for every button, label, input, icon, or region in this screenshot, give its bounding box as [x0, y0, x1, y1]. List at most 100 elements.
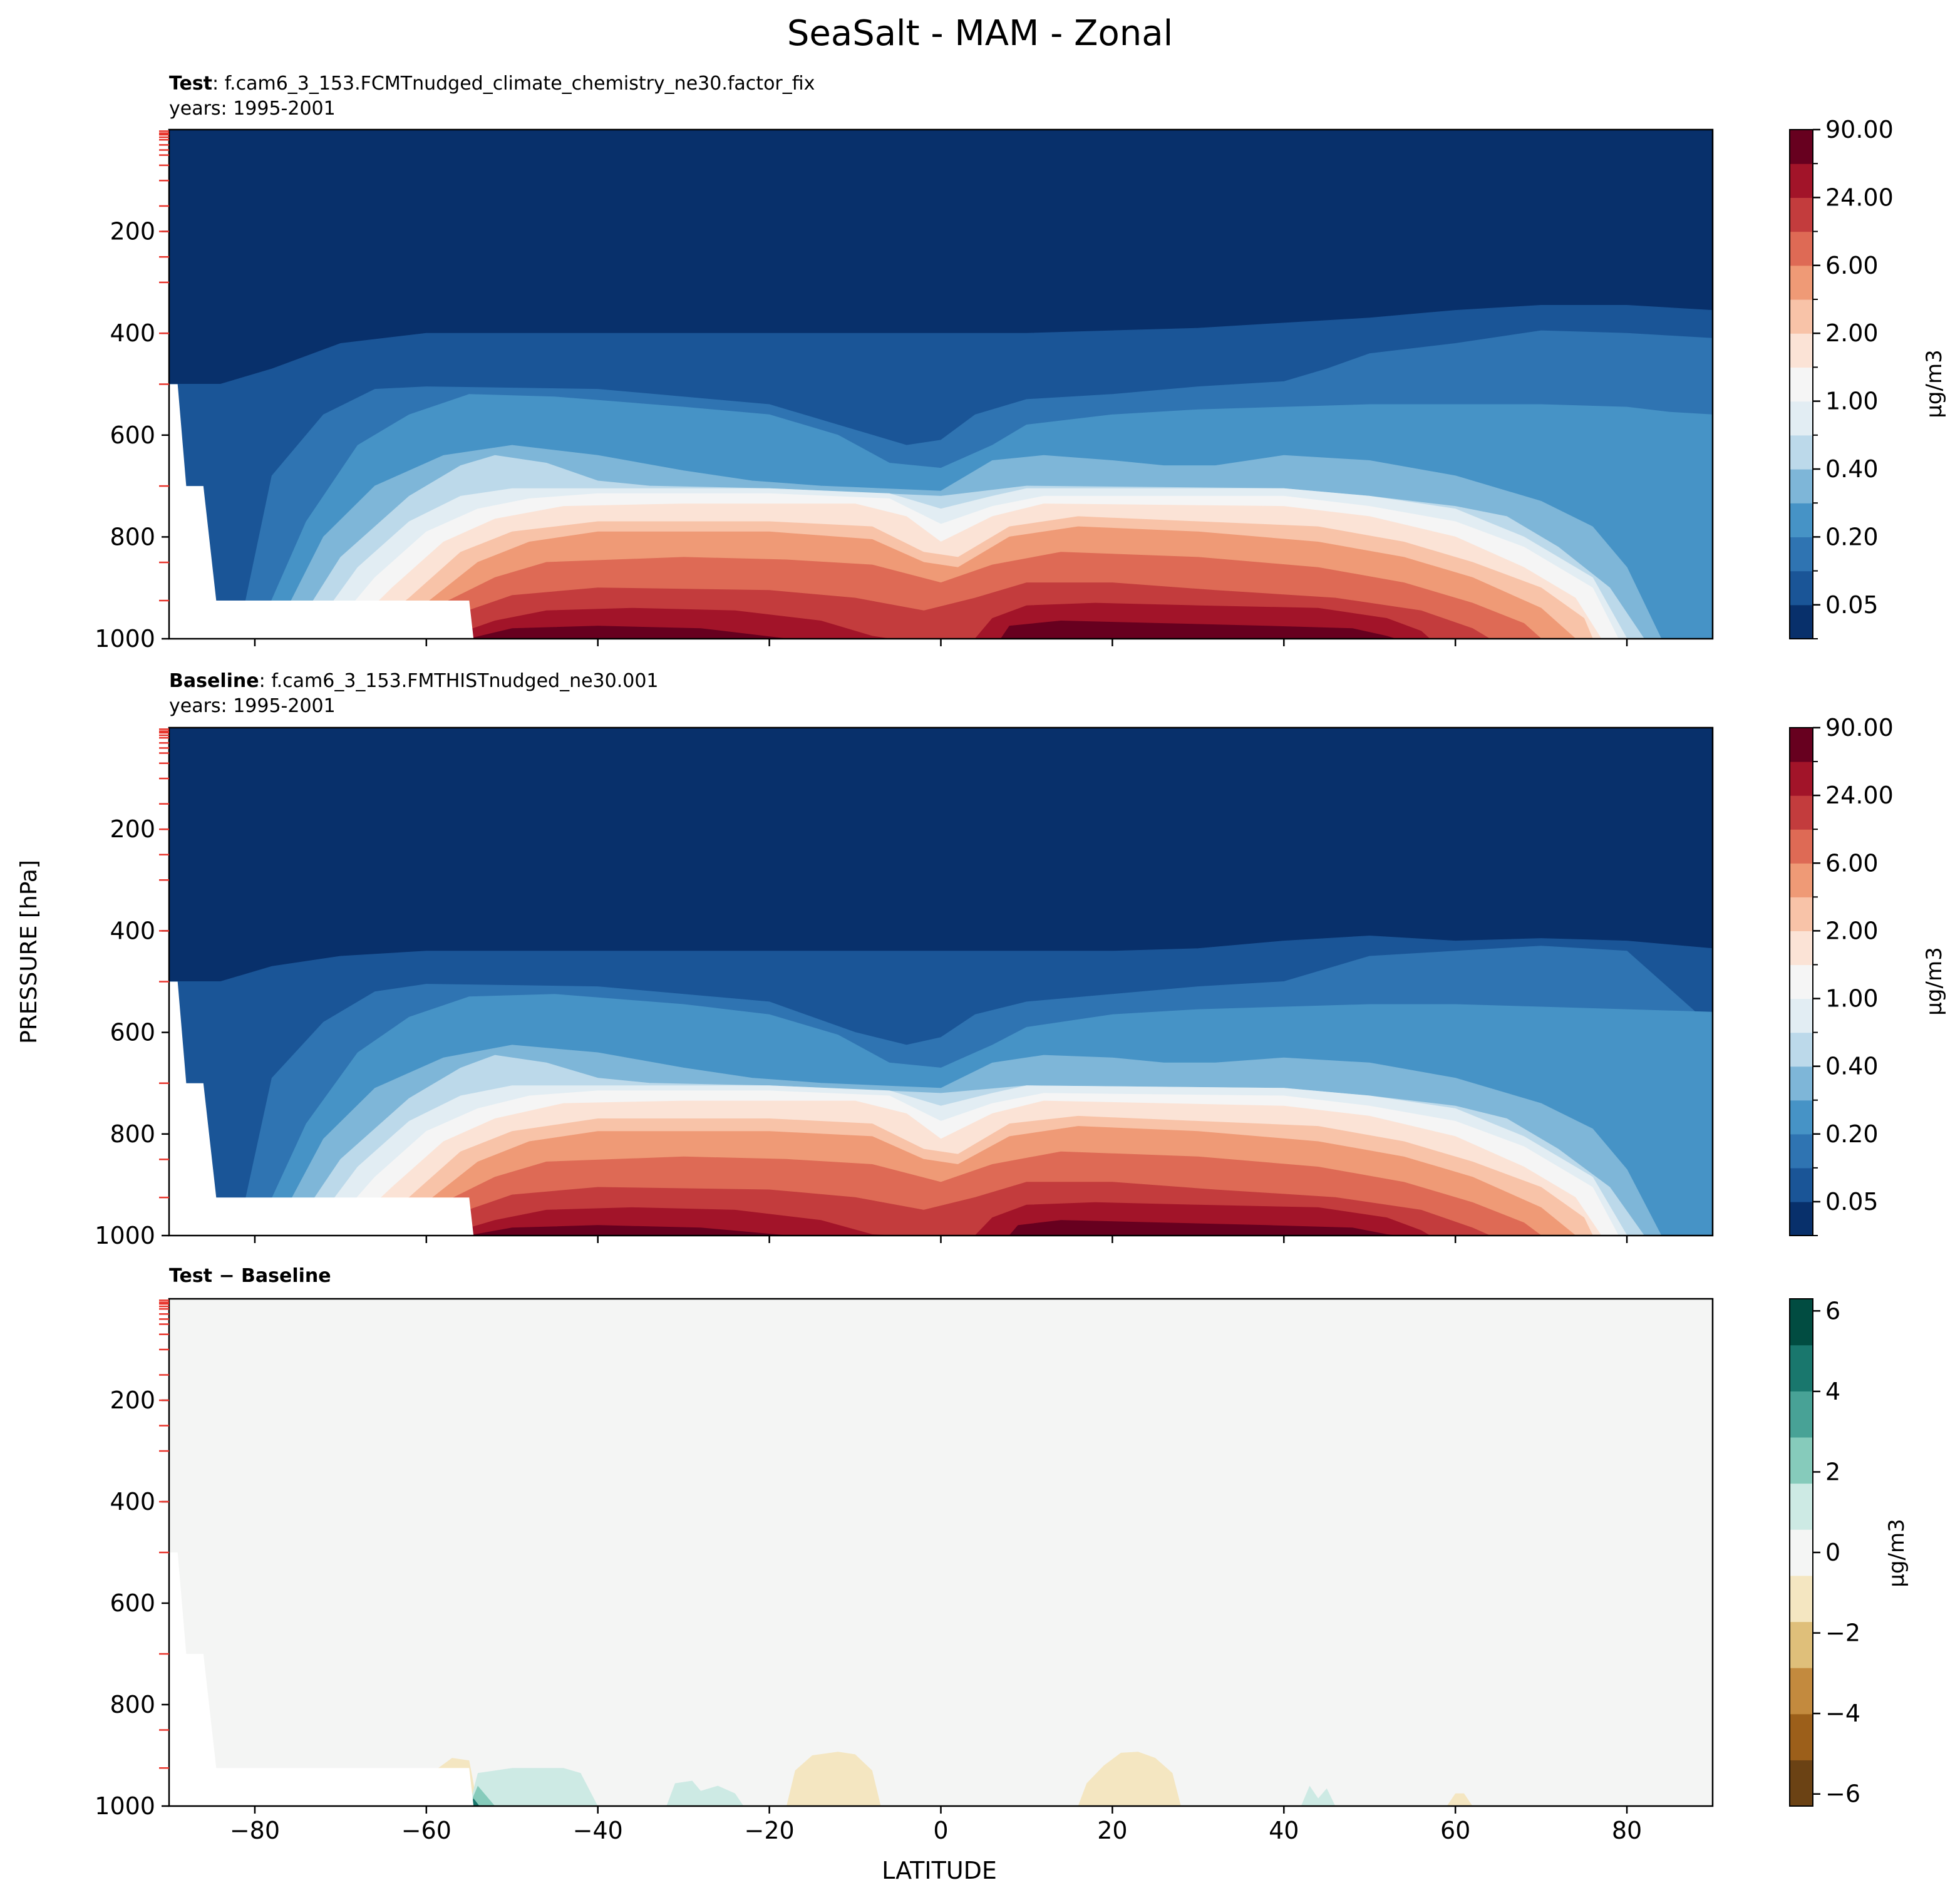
colorbar-segment: [1790, 130, 1813, 164]
colorbar-tick-label: 2.00: [1825, 917, 1879, 944]
colorbar-segment: [1790, 964, 1813, 999]
colorbar-baseline: 90.00 24.00 6.00 2.00 1.00 0.40 0.20 0.05: [1789, 714, 1894, 1236]
figure-title: SeaSalt - MAM - Zonal: [787, 13, 1173, 54]
colorbar-segment: [1790, 299, 1813, 334]
contour-level-14: [469, 620, 1396, 639]
panel-test-label-rest: : f.cam6_3_153.FCMTnudged_climate_chemis…: [212, 73, 815, 95]
colorbar-tick-label: 24.00: [1825, 782, 1894, 809]
diff-blob-1: [1078, 1752, 1181, 1806]
y-tick-label: 400: [110, 319, 155, 347]
colorbar-segment: [1790, 998, 1813, 1033]
colorbar-segment: [1790, 571, 1813, 606]
colorbar-segment: [1790, 1345, 1813, 1391]
colorbar-segment: [1790, 503, 1813, 537]
panel-diff-label: Test − Baseline: [169, 1265, 331, 1287]
colorbar-segment: [1790, 1760, 1813, 1807]
x-tick-label: −40: [573, 1817, 623, 1844]
colorbar-segment: [1790, 367, 1813, 402]
diff-blob-3: [1447, 1793, 1473, 1806]
colorbar-tick-label: 4: [1825, 1378, 1840, 1405]
colorbar-segment: [1790, 435, 1813, 470]
y-tick-label: 1000: [95, 1222, 155, 1249]
x-tick-label: 0: [933, 1817, 948, 1844]
y-tick-label: 200: [110, 218, 155, 245]
panel-test-label: Test: f.cam6_3_153.FCMTnudged_climate_ch…: [169, 73, 815, 95]
missing-data-mask: [169, 384, 474, 639]
contour-layers-test: [169, 130, 1713, 639]
colorbar-tick-label: 90.00: [1825, 714, 1894, 741]
colorbar-tick-label: −4: [1825, 1700, 1860, 1727]
colorbar-baseline-unit: μg/m3: [1922, 947, 1947, 1015]
colorbar-tick-label: 0.05: [1825, 591, 1879, 619]
colorbar-tick-label: 2.00: [1825, 319, 1879, 347]
colorbar-test: 90.00 24.00 6.00 2.00 1.00 0.40 0.20 0.05: [1789, 116, 1894, 639]
colorbar-segment: [1790, 1391, 1813, 1438]
colorbar-tick-label: 0.20: [1825, 1120, 1879, 1148]
x-ticks-diff: −80 −60 −40 −20 0 20 40 60 80: [230, 1806, 1642, 1844]
colorbar-segment: [1790, 537, 1813, 572]
colorbar-tick-label: 1.00: [1825, 985, 1879, 1013]
contour-level-14: [469, 1220, 1396, 1236]
y-tick-label: 800: [110, 1691, 155, 1718]
colorbar-test-unit: μg/m3: [1922, 349, 1947, 418]
missing-data-mask: [169, 1552, 474, 1806]
colorbar-tick-label: 0: [1825, 1539, 1840, 1566]
diff-blob-5: [666, 1780, 744, 1806]
colorbar-segment: [1790, 1133, 1813, 1169]
y-tick-label: 1000: [95, 625, 155, 653]
colorbar-segment: [1790, 1167, 1813, 1202]
y-ticks-test: 200 400 600 800 1000: [95, 130, 169, 653]
panel-baseline: Baseline: f.cam6_3_153.FMTHISTnudged_ne3…: [95, 670, 1947, 1249]
panel-test-label-bold: Test: [169, 73, 212, 95]
x-tick-label: 40: [1269, 1817, 1299, 1844]
panel-test: Test: f.cam6_3_153.FCMTnudged_climate_ch…: [95, 73, 1947, 653]
colorbar-segment: [1790, 1299, 1813, 1346]
colorbar-segment: [1790, 197, 1813, 232]
colorbar-segment: [1790, 604, 1813, 639]
colorbar-segment: [1790, 333, 1813, 368]
x-ticks-test: [254, 639, 1628, 646]
colorbar-tick-label: 1.00: [1825, 388, 1879, 415]
diff-blob-4: [469, 1768, 598, 1806]
y-tick-label: 200: [110, 1386, 155, 1414]
colorbar-diff: 6 4 2 0 −2 −4 −6: [1789, 1297, 1860, 1808]
y-tick-label: 600: [110, 1019, 155, 1046]
colorbar-segment: [1790, 401, 1813, 436]
panel-baseline-label: Baseline: f.cam6_3_153.FMTHISTnudged_ne3…: [169, 670, 659, 692]
colorbar-tick-label: 6: [1825, 1297, 1840, 1324]
y-tick-label: 800: [110, 1120, 155, 1148]
colorbar-segment: [1790, 1483, 1813, 1530]
colorbar-segment: [1790, 829, 1813, 864]
colorbar-tick-label: 0.05: [1825, 1188, 1879, 1216]
diff-blob-7: [469, 1785, 495, 1806]
colorbar-tick-label: 90.00: [1825, 116, 1894, 143]
colorbar-segment: [1790, 863, 1813, 897]
x-axis-label: LATITUDE: [882, 1857, 997, 1884]
colorbar-segment: [1790, 1529, 1813, 1576]
colorbar-diff-unit: μg/m3: [1884, 1519, 1909, 1587]
contour-background: [169, 1299, 1713, 1806]
colorbar-tick-label: 24.00: [1825, 183, 1894, 211]
panel-baseline-label-bold: Baseline: [169, 670, 259, 692]
colorbar-segment: [1790, 1668, 1813, 1715]
colorbar-tick-label: 6.00: [1825, 849, 1879, 877]
colorbar-tick-label: 6.00: [1825, 252, 1879, 279]
diff-blob-0: [787, 1752, 881, 1806]
y-tick-label: 200: [110, 815, 155, 843]
colorbar-segment: [1790, 728, 1813, 762]
x-tick-label: −60: [401, 1817, 451, 1844]
colorbar-segment: [1790, 469, 1813, 503]
colorbar-segment: [1790, 265, 1813, 300]
y-tick-label: 600: [110, 1589, 155, 1617]
colorbar-tick-label: −6: [1825, 1780, 1860, 1808]
diff-blob-6: [1301, 1785, 1336, 1806]
colorbar-segment: [1790, 897, 1813, 931]
y-tick-label: 800: [110, 523, 155, 550]
colorbar-segment: [1790, 163, 1813, 198]
colorbar-frame: [1789, 129, 1813, 639]
x-tick-label: 60: [1440, 1817, 1470, 1844]
colorbar-segment: [1790, 1713, 1813, 1760]
colorbar-tick-label: 0.40: [1825, 455, 1879, 483]
colorbar-segment: [1790, 231, 1813, 266]
